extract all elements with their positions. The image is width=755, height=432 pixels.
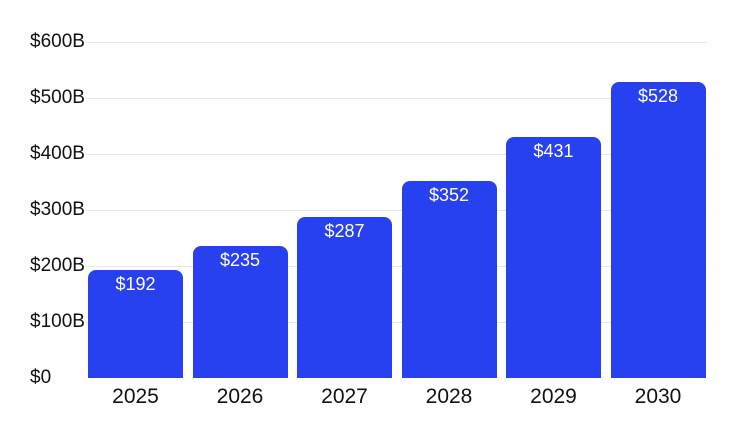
y-tick-label: $300B [30,199,85,220]
bar-2030: $528 [610,82,706,378]
bar-value-label: $352 [428,184,470,205]
bar-2029: $431 [506,136,601,378]
bar-2028: $352 [401,180,497,378]
y-tick-label: $100B [30,311,85,332]
x-tick-label: 2026 [216,385,264,408]
bar-2025: $192 [88,270,183,378]
x-tick-label: 2029 [530,385,577,408]
gridline [86,209,707,211]
y-tick-label: $500B [30,87,85,108]
x-tick-label: 2030 [634,385,682,408]
bar-2026: $235 [192,246,288,378]
y-tick-label: $0 [30,367,52,388]
x-tick-label: 2027 [321,385,368,408]
y-tick-label: $600B [30,31,85,52]
gridline [86,265,707,267]
x-tick-label: 2028 [425,385,473,408]
bar-value-label: $235 [219,250,261,271]
x-tick-label: 2025 [112,385,159,408]
gridline [86,321,707,323]
gridline [86,97,707,99]
gridline [86,41,707,43]
y-tick-label: $400B [30,143,85,164]
bar-value-label: $192 [115,274,156,295]
bar-value-label: $431 [533,140,574,161]
bar-value-label: $528 [637,86,679,107]
bar-2027: $287 [297,217,392,378]
gridline [86,153,707,155]
bar-value-label: $287 [324,221,365,242]
y-tick-label: $200B [30,255,85,276]
